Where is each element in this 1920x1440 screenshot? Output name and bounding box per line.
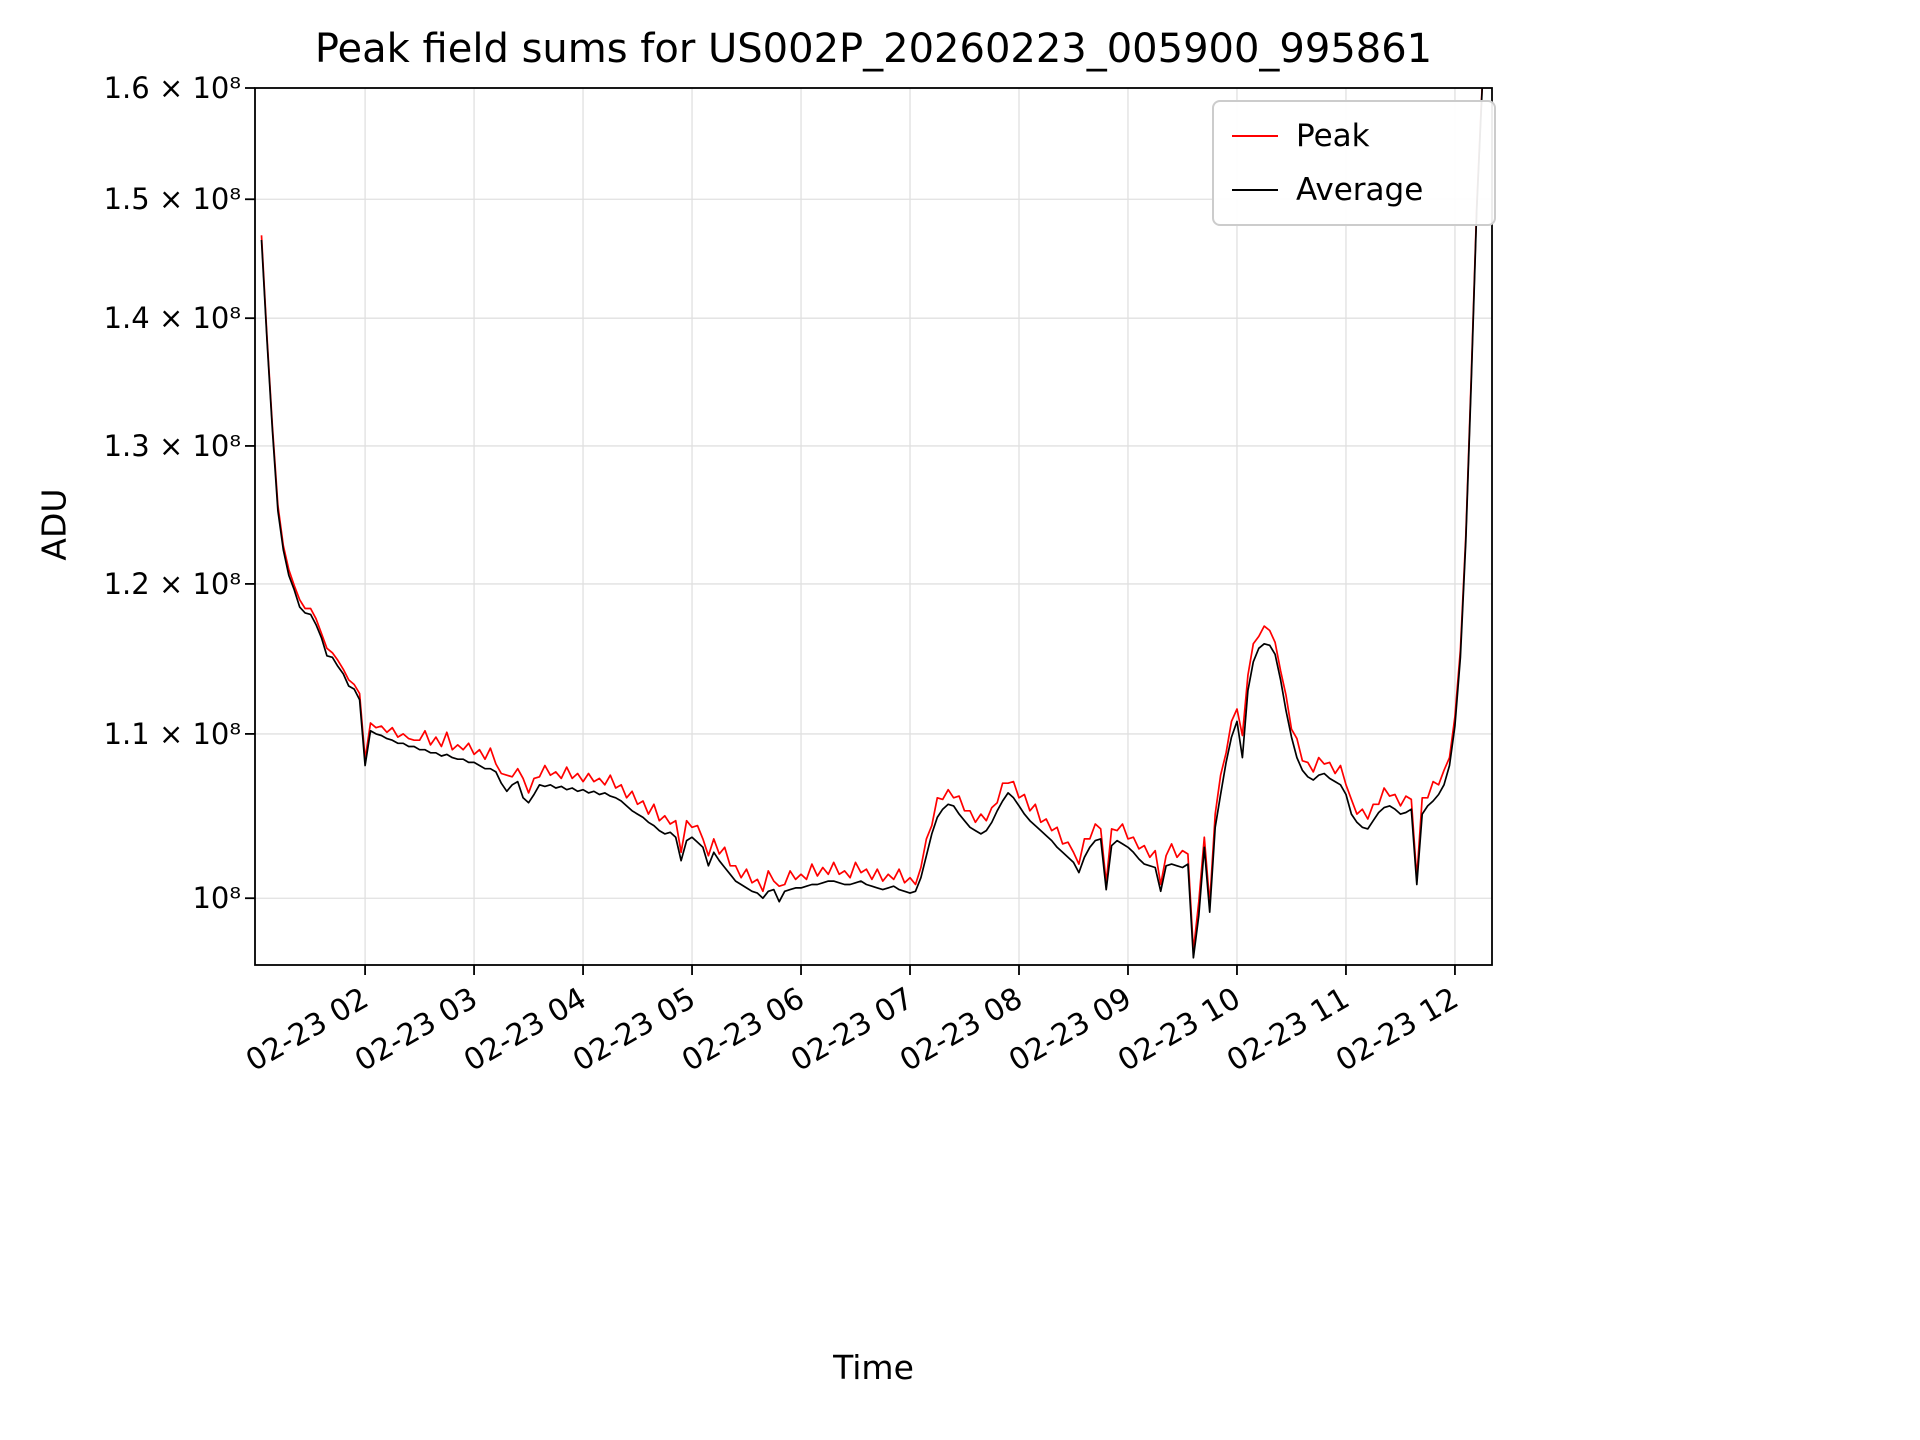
average-line-swatch: [1232, 189, 1278, 191]
x-axis-label: Time: [833, 1348, 914, 1387]
axes-frame: [254, 87, 1493, 966]
legend-label-average: Average: [1296, 172, 1424, 208]
chart-title: Peak field sums for US002P_20260223_0059…: [314, 26, 1433, 72]
gridlines: [255, 87, 1492, 965]
legend-entry-peak: Peak: [1232, 118, 1476, 154]
axis-ticks: [245, 87, 1456, 975]
legend: Peak Average: [1212, 100, 1496, 226]
average-series-line: [260, 88, 1484, 959]
peak-line-swatch: [1232, 135, 1278, 137]
legend-label-peak: Peak: [1296, 118, 1370, 154]
peak-series-line: [260, 88, 1483, 952]
y-axis-label: ADU: [34, 488, 74, 561]
legend-entry-average: Average: [1232, 172, 1476, 208]
